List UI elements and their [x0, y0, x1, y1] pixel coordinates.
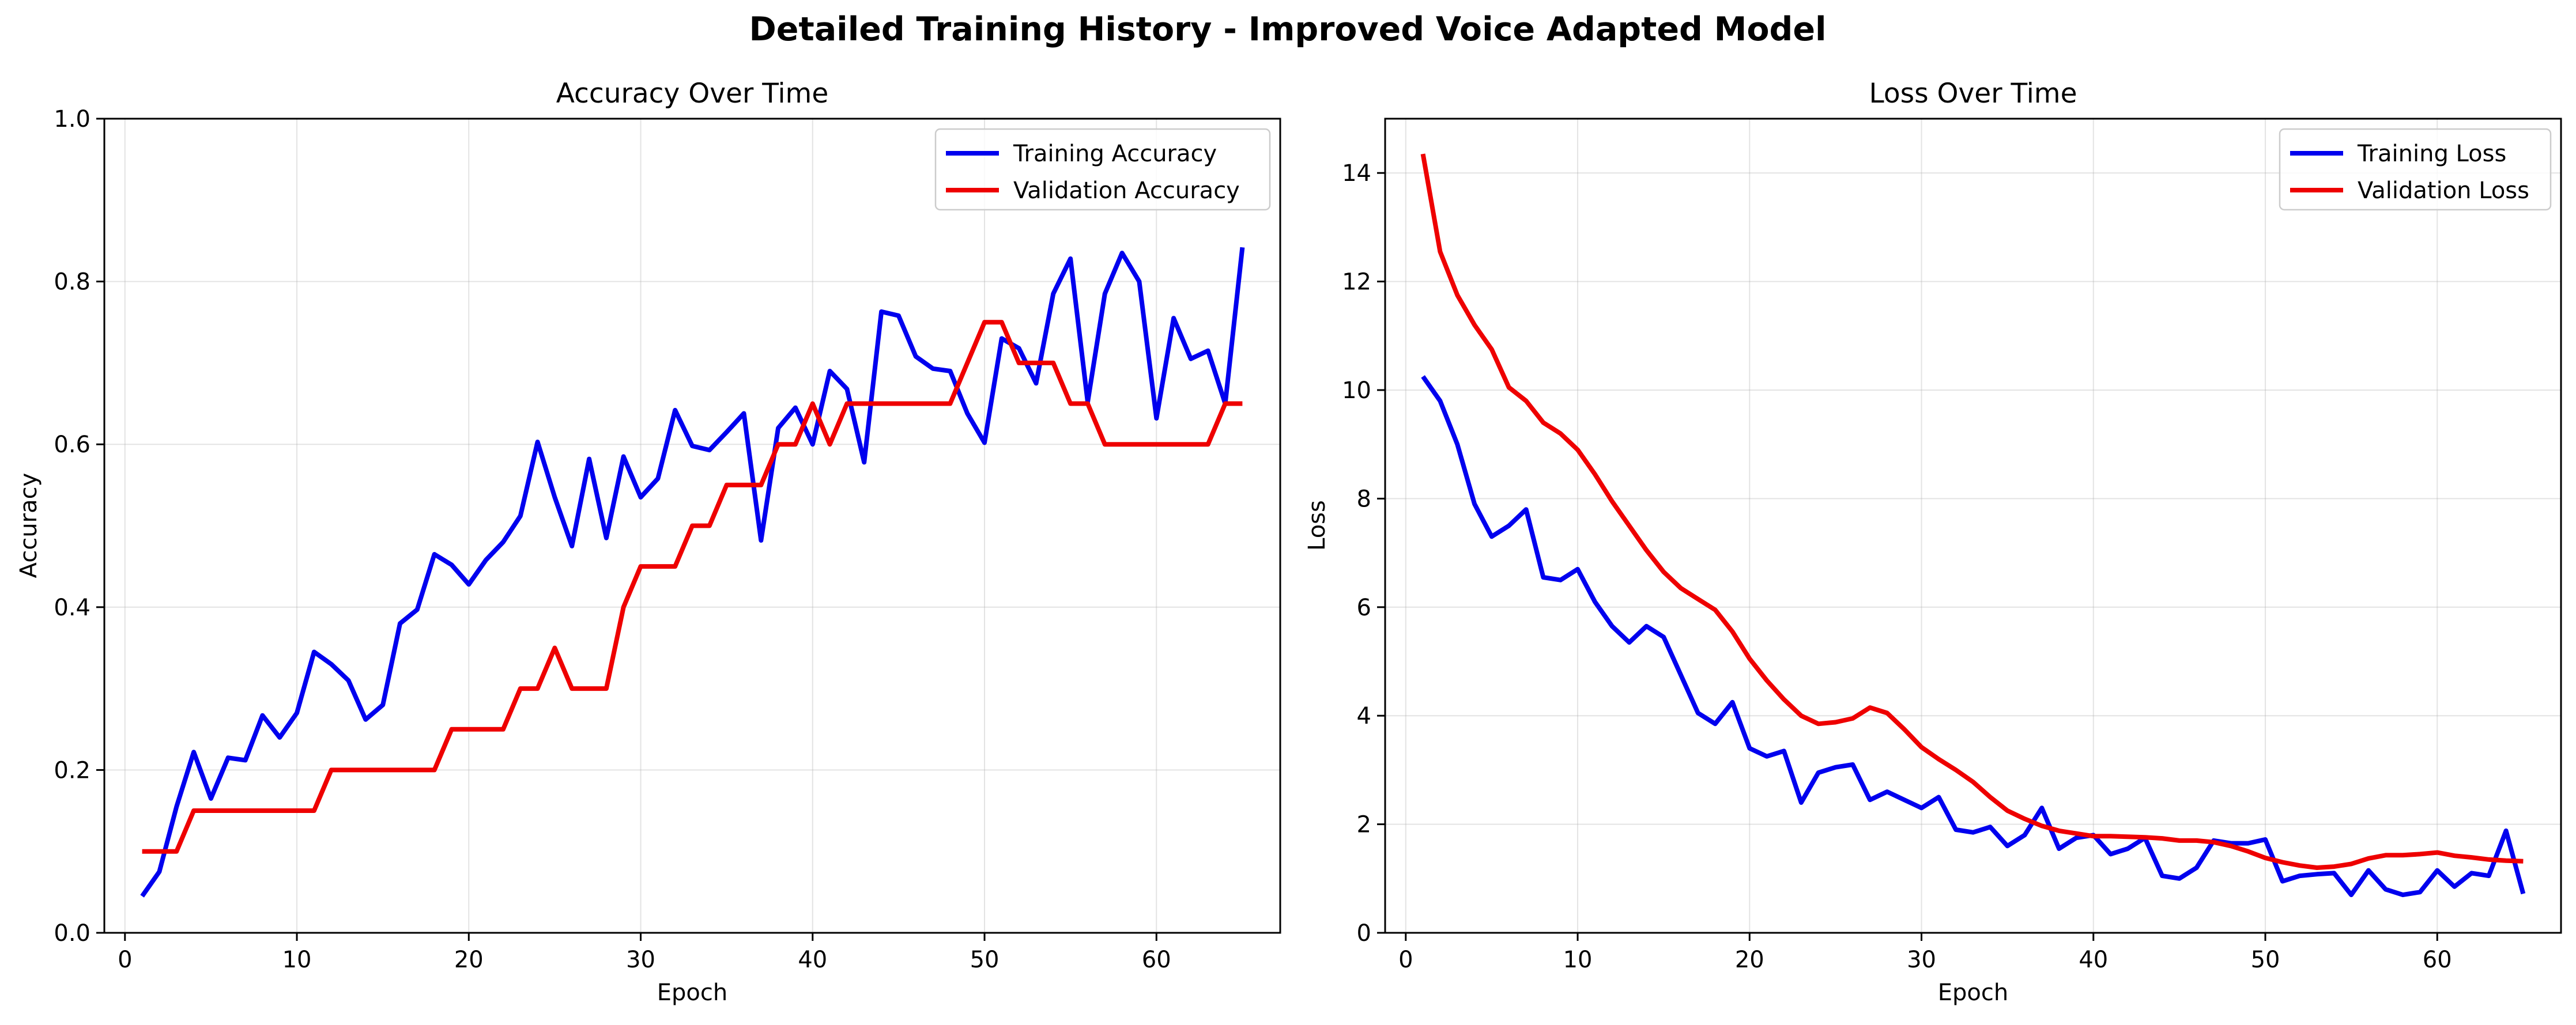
- loss-legend-box: [2279, 128, 2552, 211]
- accuracy-series-1: [142, 320, 1243, 854]
- accuracy-y-tick-label-2: 0.4: [54, 595, 90, 621]
- accuracy-chart-title: Accuracy Over Time: [556, 78, 829, 109]
- accuracy-x-tick-label-2: 20: [454, 947, 484, 973]
- loss-x-tick-label-1: 10: [1563, 947, 1593, 973]
- accuracy-y-tick-label-0: 0.0: [54, 920, 90, 947]
- loss-y-tick-label-6: 12: [1342, 269, 1371, 296]
- accuracy-chart: Accuracy Over Time 0 10 20 30 40 50 60 0.0 0.2 0.…: [16, 78, 1281, 1006]
- loss-x-tick-label-6: 60: [2423, 947, 2452, 973]
- loss-y-axis-label: Loss: [1304, 500, 1330, 551]
- loss-series: [1420, 153, 2526, 898]
- loss-x-tick-label-5: 50: [2251, 947, 2280, 973]
- loss-series-1: [1420, 153, 2524, 870]
- accuracy-y-axis-label: Accuracy: [16, 473, 42, 578]
- figure-title: Detailed Training History - Improved Voi…: [749, 10, 1826, 48]
- loss-y-tick-label-2: 4: [1357, 703, 1371, 729]
- accuracy-x-tick-label-1: 10: [282, 947, 312, 973]
- loss-y-tick-label-5: 10: [1342, 377, 1371, 404]
- accuracy-legend-label-1: Validation Accuracy: [1013, 177, 1240, 204]
- accuracy-x-tick-label-4: 40: [798, 947, 827, 973]
- loss-chart-title: Loss Over Time: [1869, 78, 2077, 109]
- loss-x-tick-label-2: 20: [1735, 947, 1764, 973]
- accuracy-x-tick-label-3: 30: [626, 947, 655, 973]
- loss-x-tick-label-0: 0: [1398, 947, 1413, 973]
- loss-y-tick-label-3: 6: [1357, 595, 1371, 621]
- accuracy-ticks: 0 10 20 30 40 50 60 0.0 0.2 0.4 0.6 0.8 1.0: [54, 106, 1171, 973]
- accuracy-legend: Training Accuracy Validation Accuracy: [934, 128, 1271, 211]
- accuracy-legend-label-0: Training Accuracy: [1013, 141, 1217, 167]
- accuracy-y-tick-label-5: 1.0: [54, 106, 90, 133]
- accuracy-x-axis-label: Epoch: [657, 979, 727, 1006]
- loss-legend-label-1: Validation Loss: [2358, 177, 2529, 204]
- loss-y-tick-label-7: 14: [1342, 160, 1371, 187]
- loss-y-tick-label-1: 2: [1357, 812, 1371, 838]
- accuracy-x-tick-label-6: 60: [1142, 947, 1171, 973]
- accuracy-plot-frame: [103, 118, 1281, 934]
- accuracy-y-tick-label-3: 0.6: [54, 432, 90, 458]
- loss-y-tick-label-4: 8: [1357, 486, 1371, 512]
- loss-y-tick-label-0: 0: [1357, 920, 1371, 947]
- accuracy-y-tick-label-1: 0.2: [54, 757, 90, 784]
- loss-x-tick-label-3: 30: [1907, 947, 1936, 973]
- loss-x-axis-label: Epoch: [1938, 979, 2008, 1006]
- loss-grid: [1385, 119, 2561, 933]
- accuracy-x-tick-label-5: 50: [970, 947, 1000, 973]
- accuracy-legend-box: [934, 128, 1271, 211]
- loss-chart: Loss Over Time 0 10 20 30 40 50 6002468101214 …: [1304, 78, 2562, 1006]
- loss-ticks: 0 10 20 30 40 50 60 0 2 4 6 8 10 12 14: [1342, 160, 2452, 973]
- accuracy-y-tick-label-4: 0.8: [54, 269, 90, 296]
- loss-legend: Training Loss Validation Loss: [2279, 128, 2552, 211]
- accuracy-x-tick-label-0: 0: [118, 947, 132, 973]
- loss-legend-label-0: Training Loss: [2357, 141, 2506, 167]
- loss-x-tick-label-4: 40: [2079, 947, 2108, 973]
- accuracy-series-0: [140, 247, 1245, 898]
- loss-series-0: [1421, 375, 2526, 898]
- loss-plot-frame: [1384, 118, 2562, 934]
- accuracy-series: [140, 247, 1245, 898]
